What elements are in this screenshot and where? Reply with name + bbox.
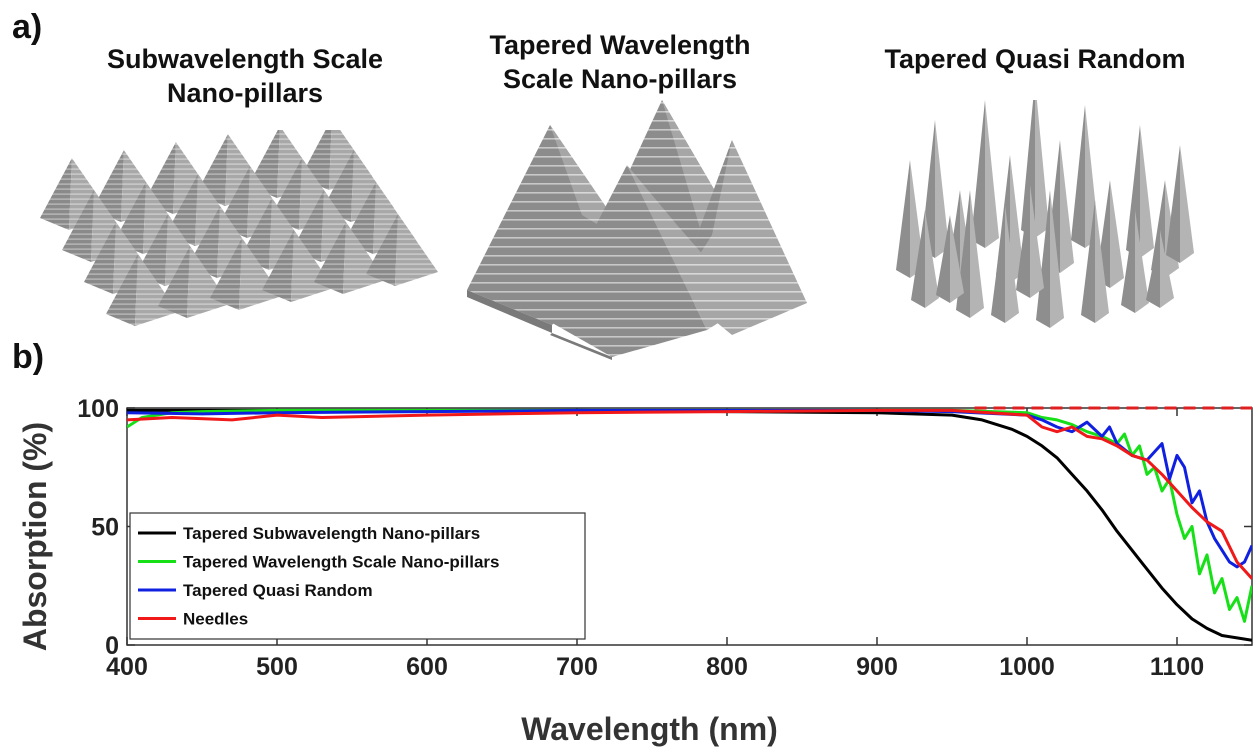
legend-box (129, 512, 586, 640)
y-axis-label: Absorption (%) (17, 422, 53, 651)
x-tick-label: 1100 (1150, 653, 1204, 681)
illustration-2-title-line1: Tapered Wavelength (489, 30, 751, 60)
legend-label-2: Tapered Wavelength Scale Nano-pillars (183, 553, 499, 572)
x-tick-label: 700 (556, 653, 598, 681)
illustration-1-title-line1: Subwavelength Scale (106, 44, 384, 74)
x-tick-label: 500 (256, 653, 298, 681)
illustration-1-title: Subwavelength Scale Nano-pillars (70, 42, 420, 110)
x-tick-label: 800 (706, 653, 748, 681)
quasi-random-spikes-illustration (896, 100, 1194, 328)
illustration-2-title-line2: Scale Nano-pillars (502, 64, 738, 94)
illustration-1-title-line2: Nano-pillars (166, 78, 324, 108)
x-tick-label: 400 (106, 653, 148, 681)
x-tick-label: 600 (406, 653, 448, 681)
legend-label-1: Tapered Subwavelength Nano-pillars (183, 524, 480, 543)
x-axis-label: Wavelength (nm) (521, 711, 778, 747)
subwavelength-pyramids-illustration (40, 130, 438, 326)
x-tick-label: 1000 (999, 653, 1055, 681)
illustration-3-title-line1: Tapered Quasi Random (884, 44, 1186, 74)
series-line-4 (127, 408, 1252, 580)
legend-label-3: Tapered Quasi Random (183, 581, 373, 600)
y-tick-label: 100 (77, 395, 119, 423)
wavelength-pyramids-illustration (467, 100, 807, 360)
illustration-2-title: Tapered Wavelength Scale Nano-pillars (445, 28, 795, 96)
illustration-3-title: Tapered Quasi Random (850, 42, 1220, 76)
y-tick-label: 0 (105, 632, 119, 660)
y-tick-label: 50 (91, 514, 119, 542)
legend-label-4: Needles (183, 610, 248, 629)
panel-b-label: b) (12, 338, 45, 376)
panel-a-label: a) (12, 8, 43, 46)
x-tick-label: 900 (856, 653, 898, 681)
